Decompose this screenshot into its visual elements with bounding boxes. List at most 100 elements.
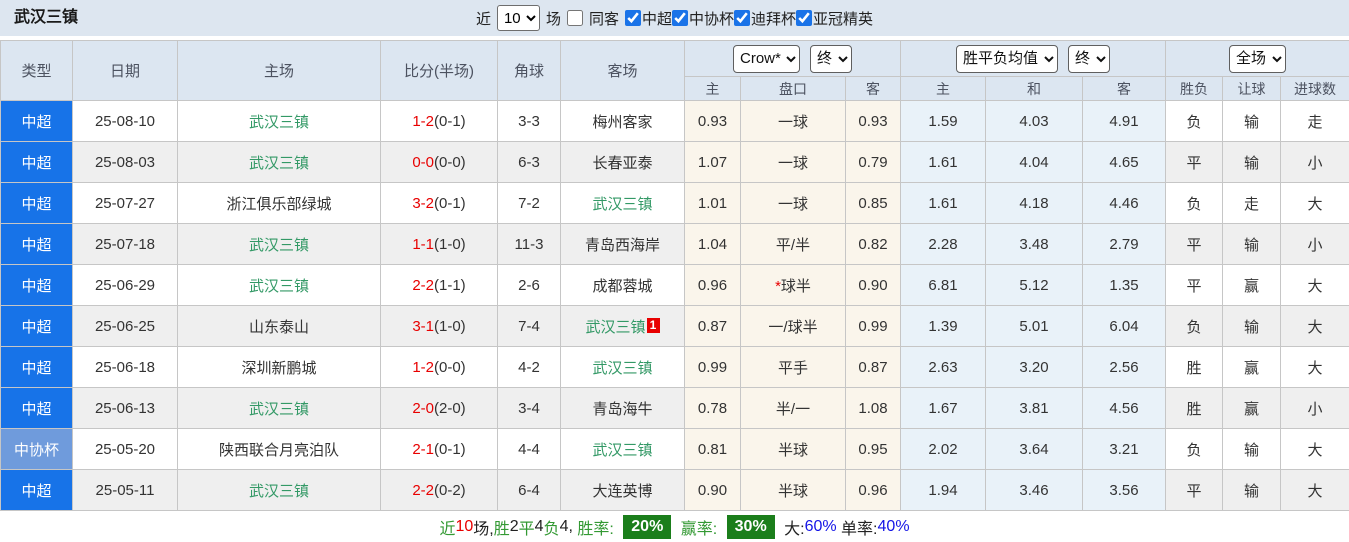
result-goals-cell: 小 [1281,388,1349,429]
type-cell: 中协杯 [1,429,73,470]
scope-select[interactable]: 全场 [1229,45,1286,73]
score-cell: 2-2(1-1) [381,265,498,306]
handicap-cell: 平手 [741,347,846,388]
avg-away-cell: 1.35 [1083,265,1166,306]
type-cell: 中超 [1,470,73,511]
date-cell: 25-06-25 [73,306,178,347]
league-filter: 迪拜杯 [734,8,796,29]
league-filter-checkbox[interactable] [796,10,812,26]
date-cell: 25-08-03 [73,142,178,183]
league-filter-checkbox[interactable] [734,10,750,26]
recent-label: 近 [476,8,491,29]
score-cell: 1-2(0-0) [381,347,498,388]
fulltime-score: 0-0 [412,154,434,171]
date-cell: 25-06-18 [73,347,178,388]
odds-away-cell: 0.96 [846,470,901,511]
corners-cell: 3-3 [498,101,561,142]
avg-away-cell: 4.56 [1083,388,1166,429]
odds-away-cell: 1.08 [846,388,901,429]
corners-cell: 11-3 [498,224,561,265]
date-cell: 25-06-29 [73,265,178,306]
score-cell: 3-1(1-0) [381,306,498,347]
odds-home-cell: 1.04 [685,224,741,265]
corners-cell: 4-4 [498,429,561,470]
odds-group-header: Crow* 终 [685,41,901,77]
corners-cell: 4-2 [498,347,561,388]
home-team-cell: 武汉三镇 [178,265,381,306]
same-away-checkbox[interactable] [567,10,583,26]
matches-table: 类型 日期 主场 比分(半场) 角球 客场 Crow* 终 胜 [0,40,1349,511]
league-filter-label: 中协杯 [689,8,734,29]
scope-group-header: 全场 [1166,41,1349,77]
subcol-odds-away: 客 [846,77,901,101]
league-filter-checkbox[interactable] [672,10,688,26]
avg-home-cell: 1.61 [901,142,986,183]
handicap-star: * [775,278,781,295]
halftime-score: (0-1) [434,113,466,130]
summary-text: 近 [439,515,455,539]
result-goals-cell: 大 [1281,306,1349,347]
home-team-cell: 武汉三镇 [178,142,381,183]
subcol-result-goals: 进球数 [1281,77,1349,101]
result-handicap-cell: 输 [1223,142,1281,183]
avg-home-cell: 2.63 [901,347,986,388]
avg-draw-cell: 3.20 [986,347,1083,388]
col-header-type: 类型 [1,41,73,101]
corners-cell: 6-3 [498,142,561,183]
type-cell: 中超 [1,142,73,183]
type-cell: 中超 [1,224,73,265]
handicap-cell: 一球 [741,183,846,224]
avg-away-cell: 6.04 [1083,306,1166,347]
away-team-cell: 武汉三镇 [561,429,685,470]
result-wdl-cell: 平 [1166,142,1223,183]
result-goals-cell: 大 [1281,183,1349,224]
result-wdl-cell: 平 [1166,470,1223,511]
halftime-score: (2-0) [434,400,466,417]
score-cell: 1-2(0-1) [381,101,498,142]
avg-home-cell: 2.28 [901,224,986,265]
handicap-cell: *球半 [741,265,846,306]
handicap-cell: 一球 [741,142,846,183]
handicap-cell: 半球 [741,470,846,511]
result-handicap-cell: 赢 [1223,347,1281,388]
summary-text: 4 [535,518,544,536]
avg-time-select[interactable]: 终 [1068,45,1110,73]
odds-time-select[interactable]: 终 [810,45,852,73]
avg-home-cell: 1.67 [901,388,986,429]
fulltime-score: 2-0 [412,400,434,417]
summary-text: 赢率: [676,515,721,539]
away-team-cell: 青岛西海岸 [561,224,685,265]
avg-home-cell: 1.61 [901,183,986,224]
result-goals-cell: 大 [1281,265,1349,306]
result-wdl-cell: 负 [1166,306,1223,347]
odds-home-cell: 0.96 [685,265,741,306]
halftime-score: (0-0) [434,154,466,171]
recent-count-select[interactable]: 10 [497,5,540,31]
red-card-badge: 1 [647,318,660,333]
avg-away-cell: 3.56 [1083,470,1166,511]
away-team-cell: 大连英博 [561,470,685,511]
result-goals-cell: 小 [1281,224,1349,265]
odds-source-select[interactable]: Crow* [733,45,800,73]
avg-away-cell: 2.56 [1083,347,1166,388]
avg-type-select[interactable]: 胜平负均值 [956,45,1058,73]
result-goals-cell: 小 [1281,142,1349,183]
result-wdl-cell: 胜 [1166,347,1223,388]
subcol-result-handicap: 让球 [1223,77,1281,101]
summary-text: 负 [544,515,560,539]
league-filter-checkbox[interactable] [625,10,641,26]
fulltime-score: 1-1 [412,236,434,253]
avg-group-header: 胜平负均值 终 [901,41,1166,77]
subcol-avg-draw: 和 [986,77,1083,101]
score-cell: 3-2(0-1) [381,183,498,224]
result-handicap-cell: 赢 [1223,388,1281,429]
summary-text: 场, [473,515,493,539]
summary-text: 单率: [837,515,878,539]
